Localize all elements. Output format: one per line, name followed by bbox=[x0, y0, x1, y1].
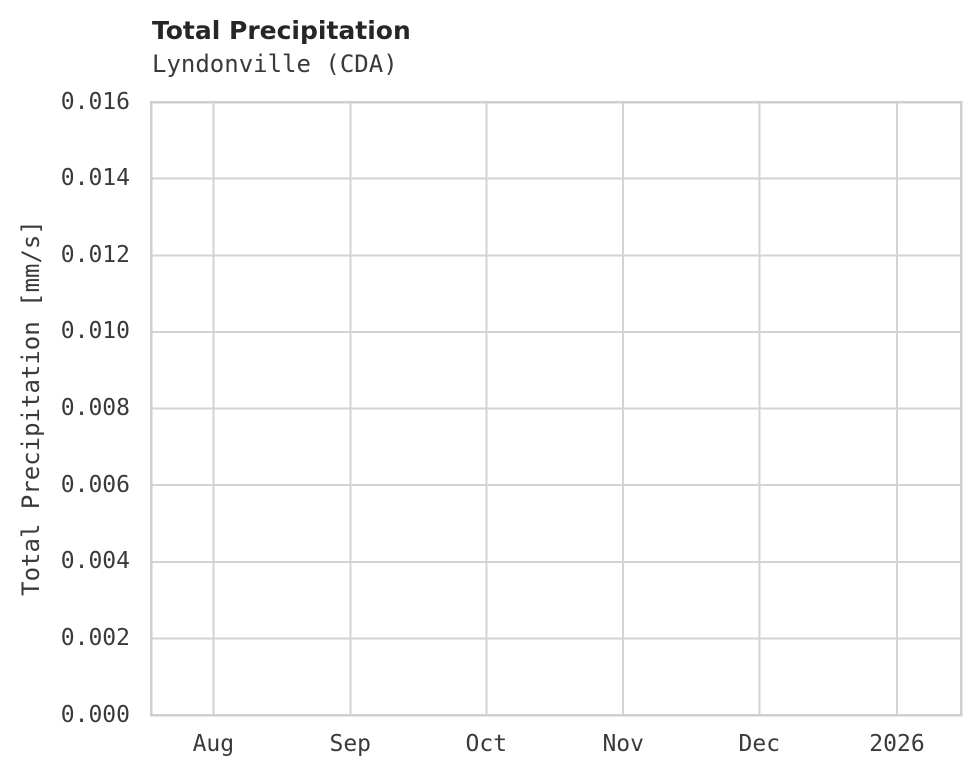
y-tick-label: 0.006 bbox=[60, 471, 130, 498]
x-tick-label: Nov bbox=[602, 731, 644, 757]
y-tick-label: 0.004 bbox=[60, 548, 130, 575]
x-tick-label: 2026 bbox=[869, 731, 925, 757]
y-tick-label: 0.008 bbox=[60, 395, 130, 421]
y-tick-label: 0.002 bbox=[60, 624, 130, 651]
chart-subtitle: Lyndonville (CDA) bbox=[152, 50, 398, 78]
y-tick-label: 0.000 bbox=[60, 701, 130, 728]
plot-frame bbox=[149, 100, 963, 717]
x-tick-label: Sep bbox=[329, 731, 372, 757]
x-tick-label: Aug bbox=[192, 731, 235, 757]
y-tick-label: 0.010 bbox=[60, 318, 130, 345]
x-tick-label: Dec bbox=[738, 731, 781, 757]
chart-title: Total Precipitation bbox=[152, 16, 411, 45]
x-tick-label: Oct bbox=[465, 731, 508, 757]
y-tick-label: 0.012 bbox=[60, 241, 130, 268]
y-tick-label: 0.016 bbox=[60, 88, 130, 115]
y-tick-label: 0.014 bbox=[60, 165, 130, 192]
